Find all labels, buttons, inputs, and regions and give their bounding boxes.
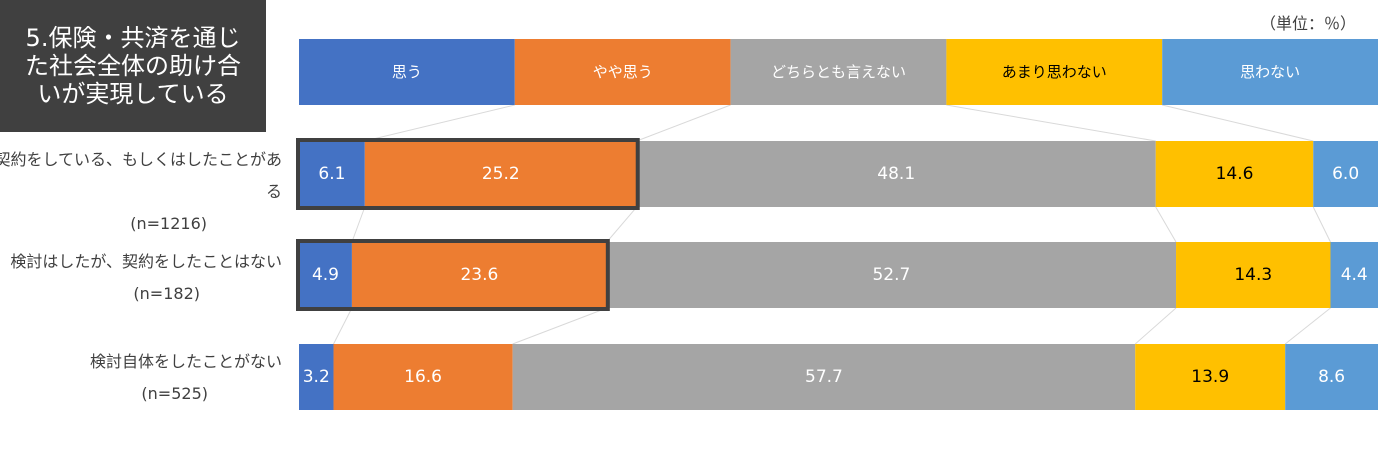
data-label: 14.6 [1216,164,1254,184]
legend-label: 思わない [1240,63,1300,81]
bar-segment [1135,344,1286,410]
unit-label: （単位：％） [1259,14,1356,33]
bar-segment [1285,344,1378,410]
legend-swatch [1162,39,1378,105]
legend-label: どちらとも言えない [771,63,906,81]
bar-segment [299,242,352,308]
highlight-box [296,138,640,210]
bar-segment [636,141,1156,207]
row-label-text: 検討はしたが、契約をしたことはない [10,252,282,271]
row-label-text: 検討自体をしたことがない [89,352,282,371]
bar-segment [299,141,365,207]
row-label-1: 契約をしている、もしくはしたことがある (n=1216) [0,144,282,240]
series-line [1284,307,1331,345]
series-line [1134,307,1177,345]
legend-swatch [514,39,731,105]
data-label: 6.0 [1332,164,1359,184]
data-label: 8.6 [1318,367,1345,387]
series-line [606,206,638,243]
series-line [946,104,1156,142]
bar-segment [606,242,1177,308]
data-label: 57.7 [805,367,843,387]
series-line [1155,206,1177,243]
data-label: 13.9 [1191,367,1229,387]
series-line [351,206,366,243]
row-label-n: (n=182) [133,284,200,303]
data-label: 4.9 [312,265,339,285]
bar-segment [512,344,1136,410]
data-label: 16.6 [404,367,442,387]
series-line [364,104,515,142]
row-label-n: (n=525) [141,384,208,403]
series-line [1312,206,1331,243]
data-label: 14.3 [1234,265,1272,285]
bar-segment [1176,242,1331,308]
series-line [636,104,731,142]
bar-segment [333,344,513,410]
series-line [512,307,608,345]
bar-segment [1313,141,1378,207]
legend-label: あまり思わない [1002,63,1107,81]
row-label-n: (n=1216) [130,214,207,233]
data-label: 52.7 [872,265,910,285]
chart-title: 5.保険・共済を通じた社会全体の助け合いが実現している [0,0,266,132]
legend-label: 思う [392,63,422,81]
data-label: 6.1 [318,164,345,184]
bar-segment [1155,141,1314,207]
row-label-2: 検討はしたが、契約をしたことはない (n=182) [0,246,282,310]
data-label: 48.1 [877,164,915,184]
bar-segment [364,141,637,207]
bar-segment [1330,242,1378,308]
legend-swatch [946,39,1163,105]
data-label: 23.6 [460,265,498,285]
bar-segment [299,344,334,410]
legend-swatch [299,39,515,105]
legend-label: やや思う [593,63,653,81]
highlight-box [296,239,610,311]
data-label: 3.2 [303,367,330,387]
row-label-text: 契約をしている、もしくはしたことがある [0,150,282,201]
row-label-3: 検討自体をしたことがない (n=525) [0,346,282,410]
legend-swatch [730,39,947,105]
series-line [333,307,353,345]
series-line [1162,104,1314,142]
data-label: 4.4 [1341,265,1368,285]
data-label: 25.2 [482,164,520,184]
bar-segment [351,242,607,308]
